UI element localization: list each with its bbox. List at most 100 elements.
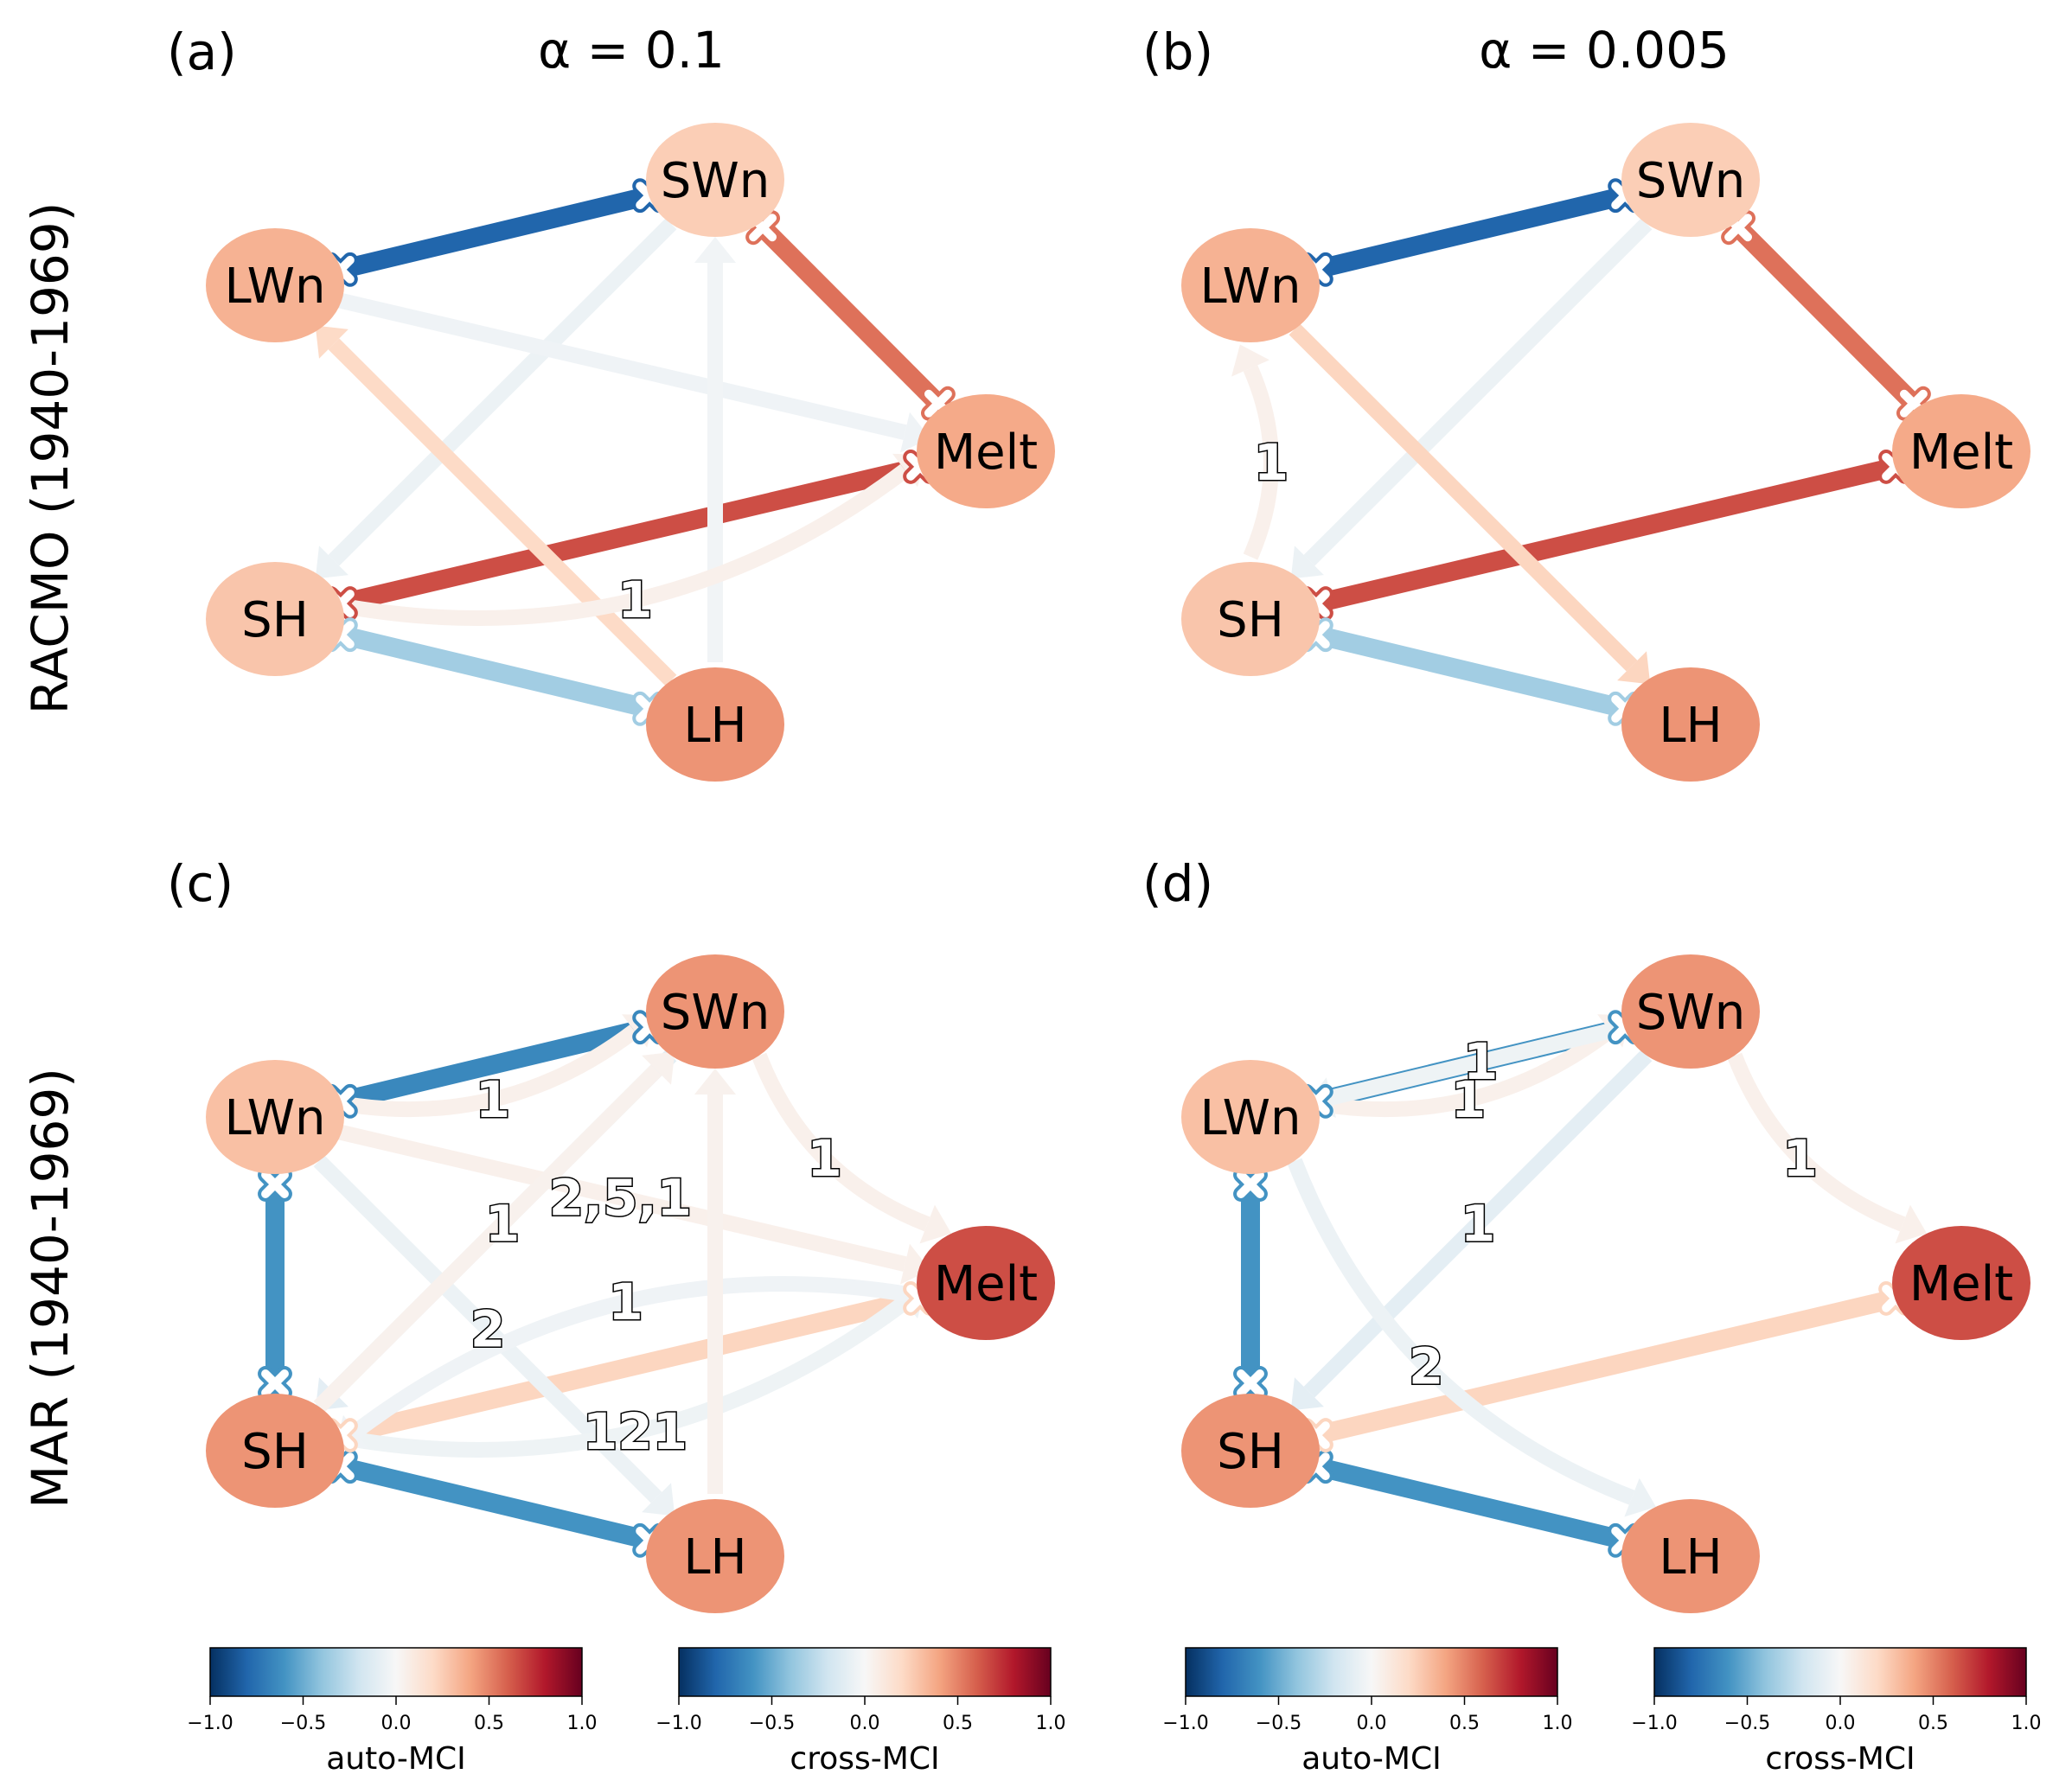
arrow-head bbox=[642, 1051, 675, 1085]
node-lh bbox=[646, 667, 784, 782]
colorbar-tick-label: −0.5 bbox=[1256, 1713, 1301, 1734]
link-LWn-SWn bbox=[334, 1024, 640, 1118]
colorbar-tick-label: 0.0 bbox=[381, 1713, 412, 1734]
node-label: LH bbox=[1659, 1529, 1722, 1586]
arrow-head bbox=[1290, 546, 1324, 579]
node-melt bbox=[917, 1226, 1055, 1340]
colorbar-tick-label: −1.0 bbox=[1631, 1713, 1677, 1734]
link-SWn-Melt bbox=[751, 1052, 930, 1232]
link-SH-LH bbox=[1308, 624, 1633, 719]
node-lwn bbox=[1181, 228, 1320, 342]
link-lag-label: 1 bbox=[1451, 1070, 1486, 1129]
link-end-marker bbox=[261, 1369, 289, 1397]
nodes: SWn LWn Melt SH LH bbox=[1181, 123, 2030, 782]
link-SWn-SH bbox=[1303, 1050, 1653, 1398]
arrow-head bbox=[900, 412, 930, 453]
colorbar-tick-label: 1.0 bbox=[1036, 1713, 1066, 1734]
link-lag-label: 1 bbox=[807, 1129, 841, 1188]
colorbar-label: cross-MCI bbox=[1765, 1741, 1915, 1777]
colorbar bbox=[209, 1647, 583, 1697]
node-label: SWn bbox=[1636, 985, 1745, 1041]
link-SWn-SH bbox=[328, 218, 677, 566]
link-LWn-SWn bbox=[1308, 185, 1633, 280]
link-SWn-Melt bbox=[1728, 217, 1924, 414]
colorbar-tick-label: 1.0 bbox=[2011, 1713, 2042, 1734]
link-lag-label: 1 bbox=[485, 1195, 520, 1254]
link-SH-LH bbox=[333, 624, 657, 719]
node-sh bbox=[206, 562, 344, 676]
arrow-head bbox=[1624, 1477, 1657, 1517]
column-title-b: α = 0.005 bbox=[1479, 21, 1730, 80]
link-SWn-SH bbox=[1303, 218, 1653, 566]
arrow-head bbox=[1231, 344, 1269, 377]
node-label: SH bbox=[1217, 1424, 1284, 1480]
links: 1 bbox=[315, 178, 956, 726]
node-melt bbox=[917, 394, 1055, 508]
link-lag-label: 2 bbox=[1409, 1337, 1443, 1395]
arrow-head bbox=[900, 1243, 930, 1285]
link-end-marker bbox=[1237, 1171, 1264, 1198]
link-lag-label: 121 bbox=[583, 1402, 687, 1461]
node-label: SWn bbox=[1636, 153, 1745, 209]
colorbar-tick-label: 1.0 bbox=[567, 1713, 598, 1734]
panel-label-b: (b) bbox=[1142, 22, 1213, 81]
node-label: SH bbox=[1217, 592, 1284, 648]
link-lag-label: 2,5,1 bbox=[549, 1168, 692, 1227]
nodes: SWn LWn Melt SH LH bbox=[206, 954, 1055, 1613]
link-LWn-SWn bbox=[333, 185, 657, 280]
colorbar bbox=[678, 1647, 1052, 1697]
colorbar-tick-label: −1.0 bbox=[1162, 1713, 1208, 1734]
arrow-head bbox=[315, 546, 349, 579]
link-LWn-SWn bbox=[333, 1017, 657, 1112]
colorbar-label: cross-MCI bbox=[790, 1741, 939, 1777]
colorbar-tick-label: −1.0 bbox=[655, 1713, 701, 1734]
arrow-head bbox=[919, 1204, 952, 1244]
arrow-head bbox=[1617, 651, 1651, 685]
link-lag-label: 1 bbox=[1782, 1129, 1817, 1188]
node-melt bbox=[1892, 1226, 2030, 1340]
node-lh bbox=[1621, 1499, 1760, 1613]
colorbar bbox=[1185, 1647, 1558, 1697]
node-swn bbox=[646, 954, 784, 1069]
colorbar-label: auto-MCI bbox=[326, 1741, 466, 1777]
node-label: Melt bbox=[934, 424, 1038, 481]
node-swn bbox=[1621, 123, 1760, 237]
node-lwn bbox=[206, 228, 344, 342]
nodes: SWn LWn Melt SH LH bbox=[206, 123, 1055, 782]
link-end-marker bbox=[261, 1171, 289, 1198]
panel-label-c: (c) bbox=[167, 854, 233, 913]
node-lwn bbox=[1181, 1060, 1320, 1174]
colorbar-tick-label: 1.0 bbox=[1543, 1713, 1573, 1734]
link-LH-LWn bbox=[328, 338, 677, 686]
colorbar-tick-label: 0.5 bbox=[1918, 1713, 1948, 1734]
node-label: LH bbox=[683, 698, 746, 754]
colorbar-tick-label: −0.5 bbox=[1724, 1713, 1770, 1734]
links: 1 bbox=[1231, 178, 1931, 726]
panel-a: (a) 1 SWn LWn Melt SH LH bbox=[167, 22, 1055, 782]
arrow-head bbox=[694, 1069, 736, 1095]
colorbar-label: auto-MCI bbox=[1301, 1741, 1442, 1777]
colorbar-tick-label: 0.5 bbox=[1449, 1713, 1480, 1734]
colorbar-tick-label: −0.5 bbox=[749, 1713, 795, 1734]
arrow-head bbox=[315, 325, 349, 359]
colorbars: −1.0 −0.5 0.0 0.5 1.0 auto-MCI −1.0 −0.5 0.0 0.5 1… bbox=[187, 1647, 2042, 1777]
node-label: SWn bbox=[661, 153, 770, 209]
link-SH-LH bbox=[333, 1456, 657, 1551]
arrow-head bbox=[1895, 1204, 1928, 1244]
arrow-head bbox=[694, 237, 736, 263]
panel-label-a: (a) bbox=[167, 22, 237, 81]
node-melt bbox=[1892, 394, 2030, 508]
colorbar-tick-label: 0.5 bbox=[943, 1713, 973, 1734]
link-SWn-LWn bbox=[1329, 1018, 1633, 1106]
colorbar-tick-label: −0.5 bbox=[280, 1713, 326, 1734]
node-sh bbox=[1181, 1394, 1320, 1508]
node-label: SH bbox=[241, 592, 309, 648]
node-label: SWn bbox=[661, 985, 770, 1041]
nodes: SWn LWn Melt SH LH bbox=[1181, 954, 2030, 1613]
node-swn bbox=[646, 123, 784, 237]
link-lag-label: 2 bbox=[470, 1300, 505, 1359]
link-Melt-SH bbox=[351, 1275, 927, 1439]
row-label-top: RACMO (1940-1969) bbox=[21, 202, 80, 715]
